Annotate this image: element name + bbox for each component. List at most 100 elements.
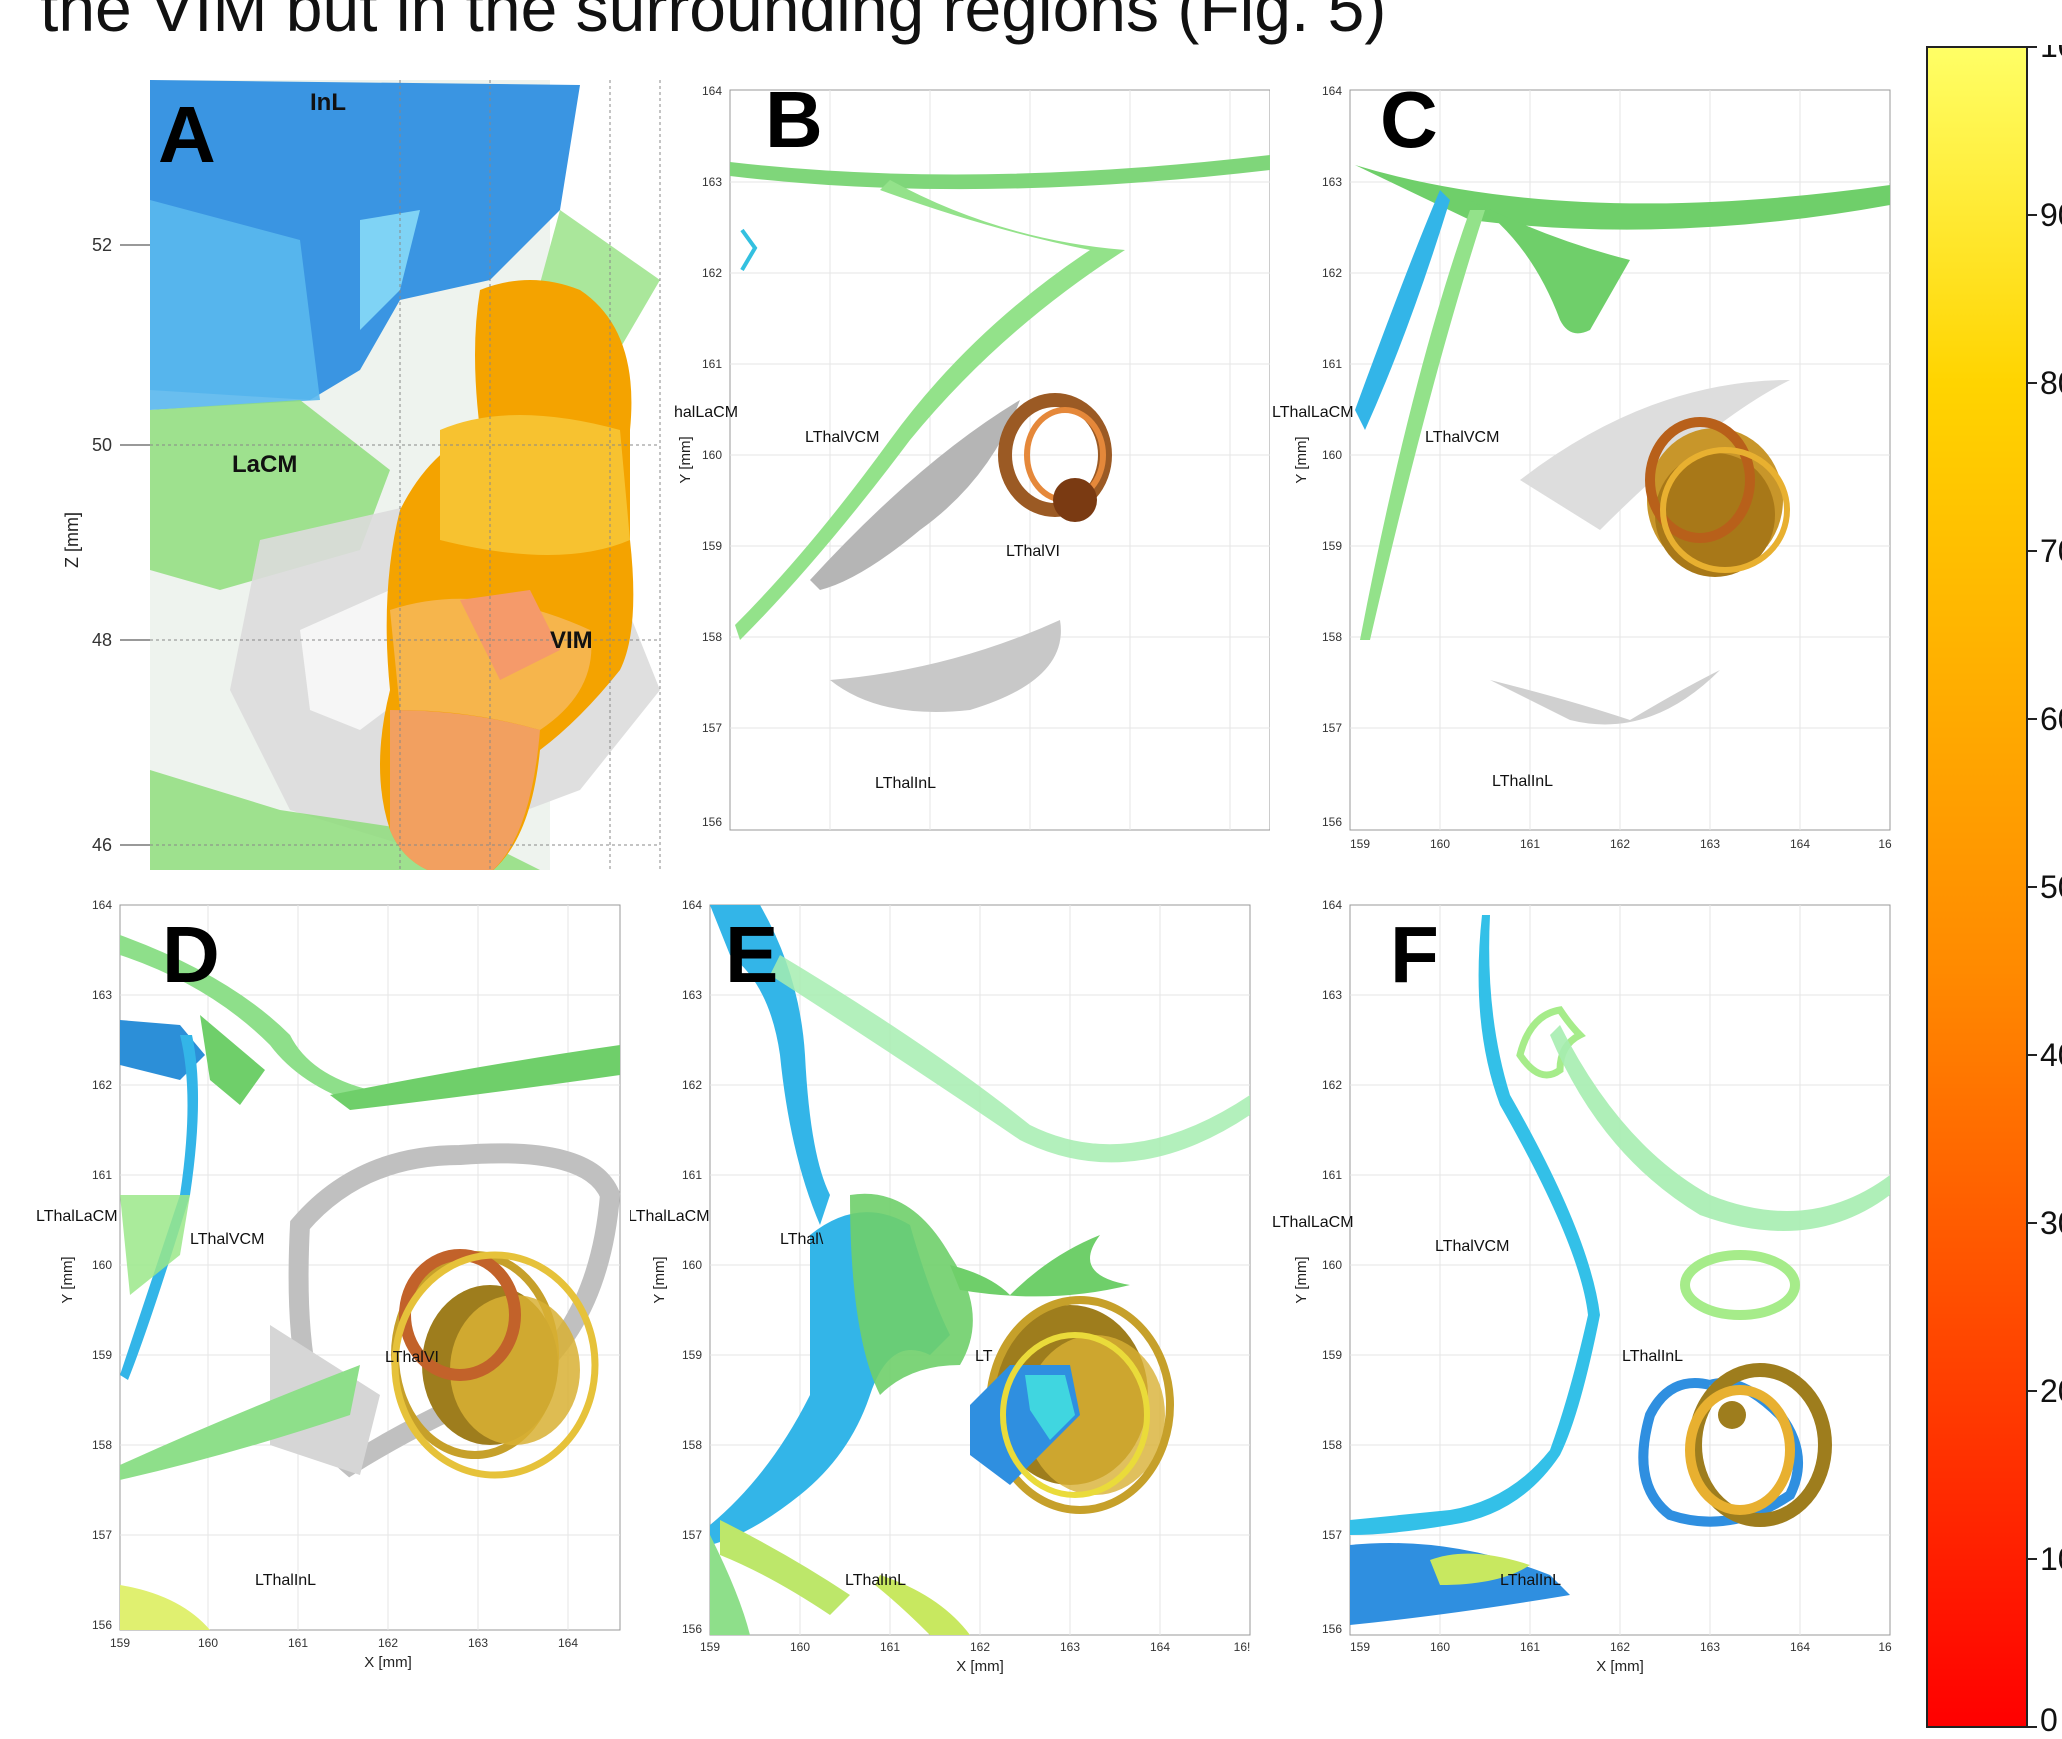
panel-f-xtick: 163 — [1700, 1640, 1720, 1654]
panel-f-yticks: 164 163 162 161 160 159 158 157 156 — [1322, 898, 1342, 1636]
panel-c-label-inl: LThalInL — [1492, 773, 1553, 790]
panel-f-ytick: 162 — [1322, 1078, 1342, 1092]
colorbar-tick: 30 — [2040, 1205, 2062, 1241]
panel-f-label-lacm: LThalLaCM — [1272, 1214, 1354, 1231]
panel-f-xtick: 164 — [1790, 1640, 1810, 1654]
panel-f-ytick: 157 — [1322, 1528, 1342, 1542]
panel-d-ytick: 163 — [92, 988, 112, 1002]
panel-b-letter: B — [765, 80, 823, 160]
panel-f-xlabel: X [mm] — [1596, 1658, 1644, 1675]
colorbar-canvas: 100 90 80 70 60 50 40 30 20 10 0 — [1925, 45, 2062, 1734]
panel-e-label-inl: LThalInL — [845, 1572, 906, 1589]
panel-c-xtick: 16 — [1878, 837, 1892, 851]
panel-f-label-vcm: LThalVCM — [1435, 1238, 1509, 1255]
panel-c-ytick: 160 — [1322, 448, 1342, 462]
panel-f-xticks: 159 160 161 162 163 164 16 — [1350, 1640, 1892, 1654]
panel-e: 164 163 162 161 160 159 158 157 156 159 … — [630, 895, 1270, 1695]
panel-c-xtick: 164 — [1790, 837, 1810, 851]
panel-e-ytick: 164 — [682, 898, 702, 912]
panel-e-xtick: 164 — [1150, 1640, 1170, 1654]
colorbar-ticks: 100 90 80 70 60 50 40 30 20 10 0 — [2027, 45, 2062, 1734]
panel-f-xtick: 160 — [1430, 1640, 1450, 1654]
panel-f-ytick: 160 — [1322, 1258, 1342, 1272]
panel-c-xtick: 162 — [1610, 837, 1630, 851]
panel-d-ytick: 157 — [92, 1528, 112, 1542]
panel-b-ytick: 164 — [702, 84, 722, 98]
panel-e-label-lacm: LThalLaCM — [630, 1208, 710, 1225]
panel-f-label-inl2: LThalInL — [1622, 1348, 1683, 1365]
panel-e-label-vi: LT — [975, 1348, 993, 1365]
panel-a-ylabel: Z [mm] — [62, 512, 82, 568]
panel-a-ytick: 52 — [92, 235, 112, 255]
panel-f-xtick: 161 — [1520, 1640, 1540, 1654]
panel-e-ytick: 158 — [682, 1438, 702, 1452]
panel-e-xtick: 159 — [700, 1640, 720, 1654]
panel-c-xtick: 160 — [1430, 837, 1450, 851]
panel-a: 52 50 48 46 Z [mm] InL LaCM VIM A — [60, 70, 670, 870]
panel-d-ytick: 160 — [92, 1258, 112, 1272]
panel-f-ytick: 158 — [1322, 1438, 1342, 1452]
panel-c-ytick: 156 — [1322, 815, 1342, 829]
panel-a-yticks: 52 50 48 46 — [92, 235, 150, 855]
panel-b-label-lacm: halLaCM — [674, 404, 738, 421]
panel-f-ytick: 163 — [1322, 988, 1342, 1002]
panel-f-canvas: 164 163 162 161 160 159 158 157 156 159 … — [1270, 895, 1900, 1695]
panel-e-xtick: 16! — [1234, 1640, 1251, 1654]
panel-d-label-vi: LThalVI — [385, 1349, 439, 1366]
colorbar-gradient — [1927, 47, 2027, 1727]
colorbar-tick: 70 — [2040, 533, 2062, 569]
panel-c-xtick: 163 — [1700, 837, 1720, 851]
panel-b-ytick: 158 — [702, 630, 722, 644]
panel-e-xtick: 163 — [1060, 1640, 1080, 1654]
panel-d-label-vcm: LThalVCM — [190, 1231, 264, 1248]
panel-d-xtick: 159 — [110, 1636, 130, 1650]
panel-d-ytick: 162 — [92, 1078, 112, 1092]
colorbar-tick: 10 — [2040, 1541, 2062, 1577]
panel-b-ytick: 163 — [702, 175, 722, 189]
panel-f-ytick: 156 — [1322, 1622, 1342, 1636]
colorbar-tick: 60 — [2040, 701, 2062, 737]
colorbar: 100 90 80 70 60 50 40 30 20 10 0 — [1925, 45, 2062, 1734]
panel-e-label-vcm: LThal\ — [780, 1231, 824, 1248]
panel-b: 164 163 162 161 160 159 158 157 156 Y [m… — [670, 80, 1270, 850]
colorbar-tick: 0 — [2040, 1702, 2058, 1734]
panel-d: 164 163 162 161 160 159 158 157 156 159 … — [30, 895, 630, 1695]
colorbar-tick: 20 — [2040, 1373, 2062, 1409]
panel-c-ytick: 162 — [1322, 266, 1342, 280]
panel-e-ytick: 160 — [682, 1258, 702, 1272]
panel-c-ytick: 161 — [1322, 357, 1342, 371]
panel-d-xtick: 163 — [468, 1636, 488, 1650]
panel-e-yticks: 164 163 162 161 160 159 158 157 156 — [682, 898, 702, 1636]
panel-c-xticks: 159 160 161 162 163 164 16 — [1350, 837, 1892, 851]
panel-b-yticks: 164 163 162 161 160 159 158 157 156 — [702, 84, 722, 829]
panel-f-letter: F — [1390, 915, 1439, 995]
panel-b-ytick: 162 — [702, 266, 722, 280]
panel-c-ytick: 157 — [1322, 721, 1342, 735]
panel-e-ytick: 159 — [682, 1348, 702, 1362]
panel-a-canvas: 52 50 48 46 Z [mm] InL LaCM VIM — [60, 70, 670, 870]
panel-d-ytick: 159 — [92, 1348, 112, 1362]
panel-e-xtick: 161 — [880, 1640, 900, 1654]
headline-text: the VIM but in the surrounding regions (… — [40, 0, 1386, 46]
panel-a-ytick: 48 — [92, 630, 112, 650]
panel-d-ytick: 158 — [92, 1438, 112, 1452]
panel-d-xtick: 162 — [378, 1636, 398, 1650]
panel-b-label-inl: LThalInL — [875, 775, 936, 792]
panel-d-label-inl: LThalInL — [255, 1572, 316, 1589]
panel-d-ytick: 164 — [92, 898, 112, 912]
panel-c-ytick: 163 — [1322, 175, 1342, 189]
panel-e-xtick: 160 — [790, 1640, 810, 1654]
panel-a-letter: A — [158, 95, 216, 175]
panel-d-xlabel: X [mm] — [364, 1654, 412, 1671]
panel-e-xtick: 162 — [970, 1640, 990, 1654]
colorbar-tick: 50 — [2040, 869, 2062, 905]
panel-f-ytick: 159 — [1322, 1348, 1342, 1362]
panel-f-xtick: 162 — [1610, 1640, 1630, 1654]
panel-f: 164 163 162 161 160 159 158 157 156 159 … — [1270, 895, 1900, 1695]
panel-c-xtick: 159 — [1350, 837, 1370, 851]
panel-e-ytick: 162 — [682, 1078, 702, 1092]
panel-e-ytick: 157 — [682, 1528, 702, 1542]
colorbar-tick: 100 — [2040, 45, 2062, 64]
panel-e-letter: E — [725, 915, 778, 995]
panel-e-xticks: 159 160 161 162 163 164 16! — [700, 1640, 1250, 1654]
